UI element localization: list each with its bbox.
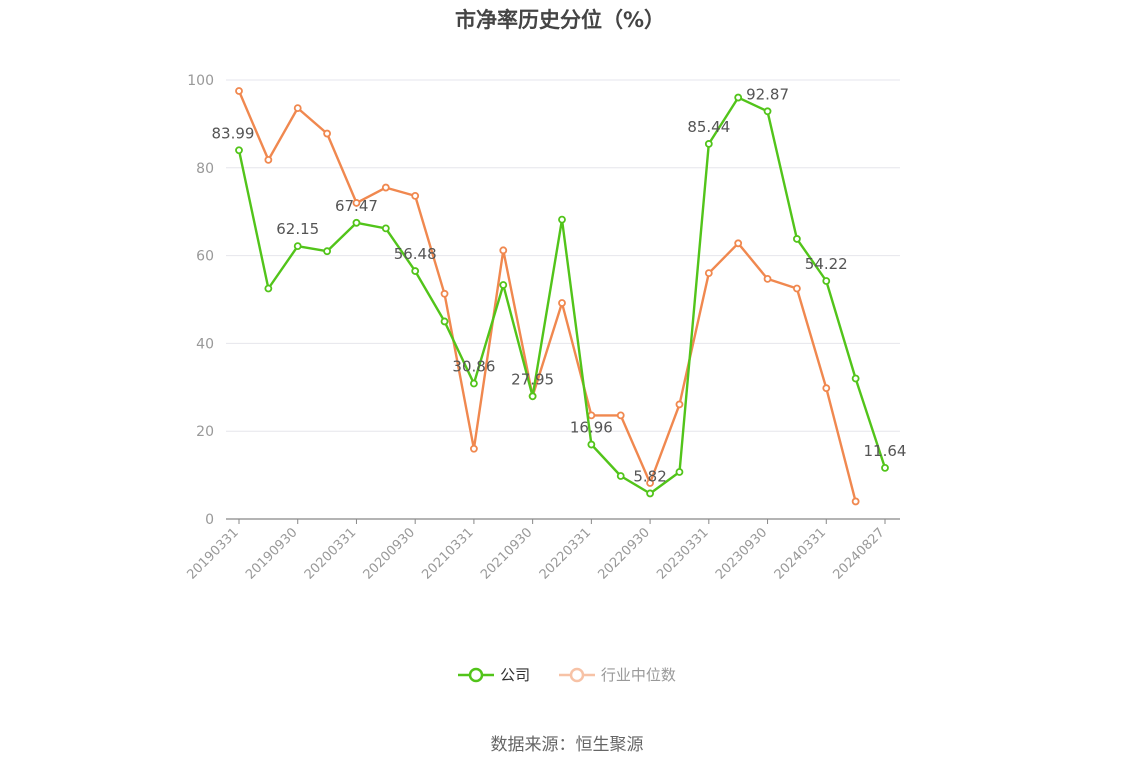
- data-point-company: [763, 107, 772, 116]
- data-point-company: [881, 464, 889, 472]
- series-line-industry-median: [237, 90, 857, 502]
- data-label: 5.82: [633, 467, 666, 485]
- data-label: 16.96: [570, 419, 613, 437]
- data-point-industry-median: [381, 183, 390, 192]
- data-point-company: [851, 374, 860, 383]
- data-point-company: [587, 440, 596, 449]
- x-tick-label: 20190331: [184, 525, 241, 582]
- data-point-company: [440, 317, 449, 326]
- data-point-industry-median: [558, 299, 566, 307]
- x-tick-label: 20230331: [654, 525, 711, 582]
- y-tick-label: 40: [196, 336, 214, 352]
- data-point-industry-median: [411, 191, 420, 200]
- data-point-industry-median: [763, 274, 772, 283]
- data-point-company: [558, 215, 566, 224]
- legend-industry-marker: [558, 667, 595, 682]
- data-point-industry-median: [293, 104, 302, 112]
- data-label: 11.64: [864, 442, 907, 460]
- y-tick-label: 60: [196, 249, 214, 265]
- data-label: 56.48: [394, 245, 437, 263]
- y-tick-label: 100: [187, 73, 214, 89]
- data-point-company: [470, 379, 478, 388]
- x-tick-label: 20240331: [772, 525, 829, 582]
- data-point-industry-median: [793, 284, 801, 293]
- data-point-industry-median: [646, 479, 654, 487]
- data-point-company: [323, 247, 331, 256]
- chart-title: 市净率历史分位（%）: [454, 8, 666, 32]
- x-tick-label: 20230930: [713, 525, 770, 582]
- data-point-industry-median: [675, 400, 684, 409]
- data-point-company: [264, 284, 273, 293]
- y-tick-label: 20: [196, 424, 214, 440]
- data-label: 54.22: [805, 255, 848, 273]
- data-point-industry-median: [264, 155, 273, 164]
- data-label: 30.86: [452, 358, 495, 376]
- legend: 公司 行业中位数: [0, 664, 1134, 689]
- data-point-industry-median: [440, 289, 449, 298]
- data-point-industry-median: [616, 411, 625, 420]
- data-point-industry-median: [499, 246, 508, 255]
- data-point-industry-median: [851, 497, 860, 506]
- data-point-company: [293, 242, 302, 251]
- data-label: 83.99: [212, 124, 255, 142]
- legend-label-industry-median: 行业中位数: [600, 666, 676, 684]
- data-point-company: [793, 235, 801, 243]
- x-tick-label: 20200331: [302, 525, 359, 582]
- data-label: 67.47: [335, 197, 378, 215]
- data-point-company: [646, 489, 654, 498]
- data-point-company: [704, 140, 713, 148]
- x-tick-label: 20190930: [243, 525, 300, 582]
- data-point-company: [616, 472, 625, 480]
- data-point-company: [499, 281, 508, 289]
- data-label: 92.87: [746, 85, 789, 103]
- data-point-company: [235, 146, 243, 155]
- legend-company-marker: [458, 667, 495, 682]
- data-point-company: [822, 277, 831, 285]
- x-tick-label: 20220930: [596, 525, 653, 582]
- data-point-company: [675, 468, 684, 476]
- data-label: 27.95: [511, 370, 554, 388]
- data-point-industry-median: [822, 384, 831, 393]
- data-point-industry-median: [323, 129, 331, 138]
- data-point-industry-median: [235, 87, 243, 95]
- data-point-company: [528, 392, 537, 401]
- data-point-company: [352, 218, 361, 227]
- x-tick-label: 20220331: [537, 525, 594, 582]
- y-tick-label: 80: [196, 161, 214, 177]
- data-point-company: [381, 224, 390, 233]
- data-source: 数据来源：恒生聚源: [490, 735, 644, 755]
- x-tick-label: 20210331: [419, 525, 476, 582]
- x-tick-label: 20240827: [830, 525, 887, 582]
- y-tick-label: 0: [205, 512, 214, 528]
- data-label: 62.15: [276, 220, 319, 238]
- data-label: 85.44: [687, 118, 730, 136]
- legend-label-company: 公司: [500, 666, 531, 684]
- x-tick-label: 20210930: [478, 525, 535, 582]
- data-point-industry-median: [734, 239, 743, 248]
- data-point-industry-median: [704, 269, 713, 278]
- legend-item-company[interactable]: 公司: [458, 664, 530, 685]
- legend-item-industry-median[interactable]: 行业中位数: [558, 664, 676, 685]
- data-point-industry-median: [470, 444, 478, 453]
- x-tick-label: 20200930: [361, 525, 418, 582]
- data-point-industry-median: [352, 199, 361, 207]
- data-point-company: [734, 93, 743, 102]
- data-point-company: [411, 267, 420, 275]
- data-point-industry-median: [587, 411, 596, 420]
